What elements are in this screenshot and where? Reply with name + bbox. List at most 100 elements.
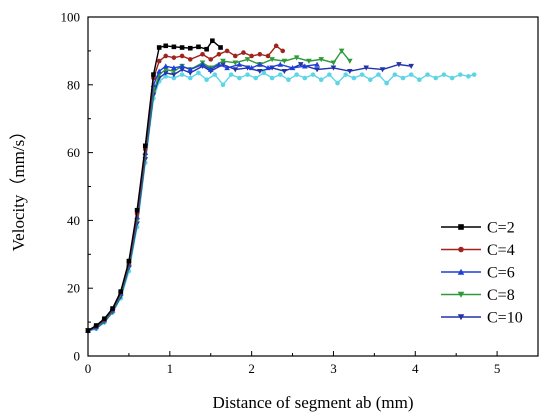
series-line [87, 49, 351, 332]
legend: C=2 C=4 C=6 C=8 C=10 [441, 220, 523, 327]
y-tick-label: 40 [67, 213, 80, 228]
data-point [134, 207, 140, 213]
x-tick-label: 3 [330, 361, 337, 376]
data-point [237, 75, 242, 81]
data-point [163, 43, 169, 49]
data-point [359, 72, 365, 77]
data-point [269, 75, 275, 81]
data-point [196, 70, 201, 76]
legend-item: C=8 [441, 287, 515, 304]
data-point [207, 66, 214, 72]
data-point [343, 72, 349, 77]
data-point [162, 70, 169, 76]
data-point [314, 61, 320, 67]
y-axis-title: Velocity（mm/s） [9, 123, 28, 251]
y-tick-label: 60 [67, 145, 80, 160]
x-tick-label: 4 [412, 361, 419, 376]
data-point [171, 44, 177, 50]
legend-item: C=4 [441, 242, 515, 259]
y-tick-label: 100 [61, 10, 81, 25]
data-point [241, 50, 246, 55]
data-point [204, 77, 209, 83]
data-point [232, 53, 238, 59]
data-point [335, 80, 340, 86]
data-point [314, 67, 320, 73]
x-tick-label: 1 [167, 361, 174, 376]
data-point [216, 51, 222, 57]
data-point [466, 74, 471, 79]
data-point [118, 289, 124, 294]
data-point [457, 72, 463, 77]
legend-label: C=4 [487, 242, 515, 259]
legend-label: C=2 [487, 220, 515, 237]
data-point [199, 61, 206, 67]
data-point [253, 75, 259, 81]
data-point [171, 75, 177, 81]
data-point [156, 68, 162, 74]
data-point [212, 72, 218, 77]
data-point [244, 57, 251, 63]
legend-item: C=2 [441, 220, 515, 237]
data-point [281, 68, 288, 75]
data-point [187, 75, 193, 81]
series-line [87, 72, 475, 332]
data-point [458, 224, 464, 230]
data-point [102, 316, 107, 322]
data-point [110, 306, 115, 311]
data-point [408, 63, 414, 69]
data-point [162, 63, 169, 69]
data-point [93, 323, 99, 328]
data-point [257, 51, 263, 57]
data-point [457, 291, 465, 298]
data-point [318, 77, 324, 83]
series-line [87, 63, 412, 332]
data-point [224, 65, 230, 71]
data-point [310, 72, 316, 77]
data-point [179, 67, 185, 73]
data-point [302, 63, 308, 69]
data-point [179, 72, 185, 77]
legend-item: C=10 [441, 310, 523, 327]
data-point [216, 61, 222, 67]
data-point [363, 65, 369, 71]
data-point [162, 67, 169, 73]
y-tick-label: 20 [67, 281, 80, 296]
series-3 [85, 48, 353, 334]
data-point [379, 67, 386, 73]
data-point [257, 61, 263, 67]
series-line [87, 44, 284, 332]
data-point [347, 58, 353, 64]
data-point [236, 61, 243, 67]
data-point [187, 57, 193, 62]
plot-area [85, 38, 477, 334]
data-point [400, 75, 406, 81]
data-point [351, 75, 357, 81]
data-point [302, 75, 308, 81]
legend-label: C=8 [487, 287, 515, 304]
axes: 0 1 2 3 4 5 0 20 40 60 80 100 [61, 10, 539, 376]
x-axis-title: Distance of segment ab (mm) [212, 393, 413, 412]
data-point [277, 72, 283, 77]
data-point [208, 57, 214, 62]
data-point [179, 45, 185, 50]
data-point [471, 72, 477, 77]
data-point [187, 66, 194, 72]
data-point [384, 80, 389, 86]
data-point [248, 65, 255, 71]
data-point [163, 74, 169, 79]
data-point [338, 48, 345, 54]
data-point [151, 72, 156, 77]
data-point [156, 58, 162, 64]
data-point [293, 55, 300, 61]
data-point [265, 65, 271, 71]
data-point [218, 45, 223, 50]
data-point [327, 72, 332, 77]
data-point [408, 72, 414, 77]
data-point [417, 77, 422, 83]
data-point [220, 82, 226, 88]
data-point [187, 70, 194, 76]
data-point [280, 48, 286, 54]
data-point [376, 72, 381, 77]
data-point [269, 57, 275, 63]
